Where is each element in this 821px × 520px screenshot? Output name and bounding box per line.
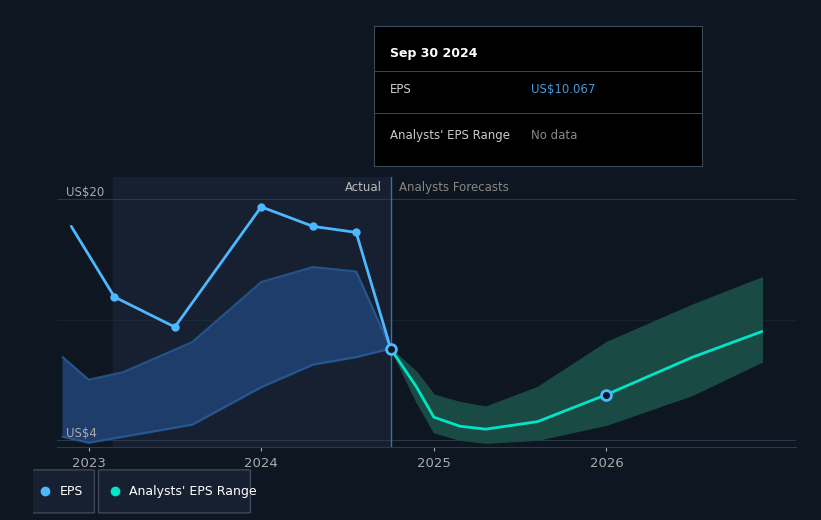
Text: US$20: US$20 bbox=[67, 186, 104, 199]
FancyBboxPatch shape bbox=[99, 470, 250, 513]
Text: Actual: Actual bbox=[345, 181, 382, 194]
Point bbox=[600, 391, 613, 399]
Text: Sep 30 2024: Sep 30 2024 bbox=[390, 47, 478, 60]
Point bbox=[306, 222, 319, 230]
Text: Analysts' EPS Range: Analysts' EPS Range bbox=[130, 485, 257, 498]
Text: Analysts' EPS Range: Analysts' EPS Range bbox=[390, 129, 510, 142]
Text: US$4: US$4 bbox=[67, 427, 97, 440]
Text: US$10.067: US$10.067 bbox=[531, 83, 595, 96]
Point bbox=[350, 228, 363, 237]
Point bbox=[108, 293, 121, 301]
Text: EPS: EPS bbox=[390, 83, 411, 96]
Text: Analysts Forecasts: Analysts Forecasts bbox=[399, 181, 509, 194]
Point bbox=[168, 323, 181, 331]
Point bbox=[255, 203, 268, 211]
FancyBboxPatch shape bbox=[29, 470, 94, 513]
Text: No data: No data bbox=[531, 129, 577, 142]
Text: EPS: EPS bbox=[60, 485, 83, 498]
Point bbox=[384, 344, 397, 353]
Bar bbox=[112, 177, 391, 447]
